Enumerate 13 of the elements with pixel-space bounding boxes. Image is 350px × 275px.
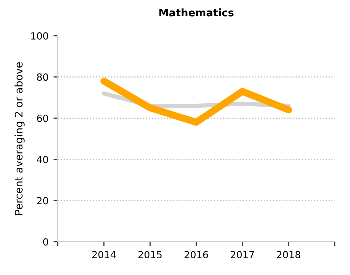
x-tick-label: 2015 (138, 251, 162, 259)
x-tick-label: 2018 (277, 251, 301, 259)
x-tick-label: 2017 (231, 251, 254, 259)
y-tick-label: 40 (37, 156, 48, 164)
y-tick-label: 20 (37, 197, 48, 205)
x-tick-label: 2014 (92, 251, 116, 259)
y-tick-label: 100 (31, 32, 48, 40)
y-tick-label: 60 (37, 114, 48, 122)
y-axis-title: Percent averaging 2 or above (14, 62, 25, 215)
chart-title: Mathematics (160, 8, 234, 17)
y-tick-label: 80 (37, 74, 48, 82)
x-tick-label: 2016 (184, 251, 208, 259)
y-tick-label: 0 (43, 238, 48, 246)
